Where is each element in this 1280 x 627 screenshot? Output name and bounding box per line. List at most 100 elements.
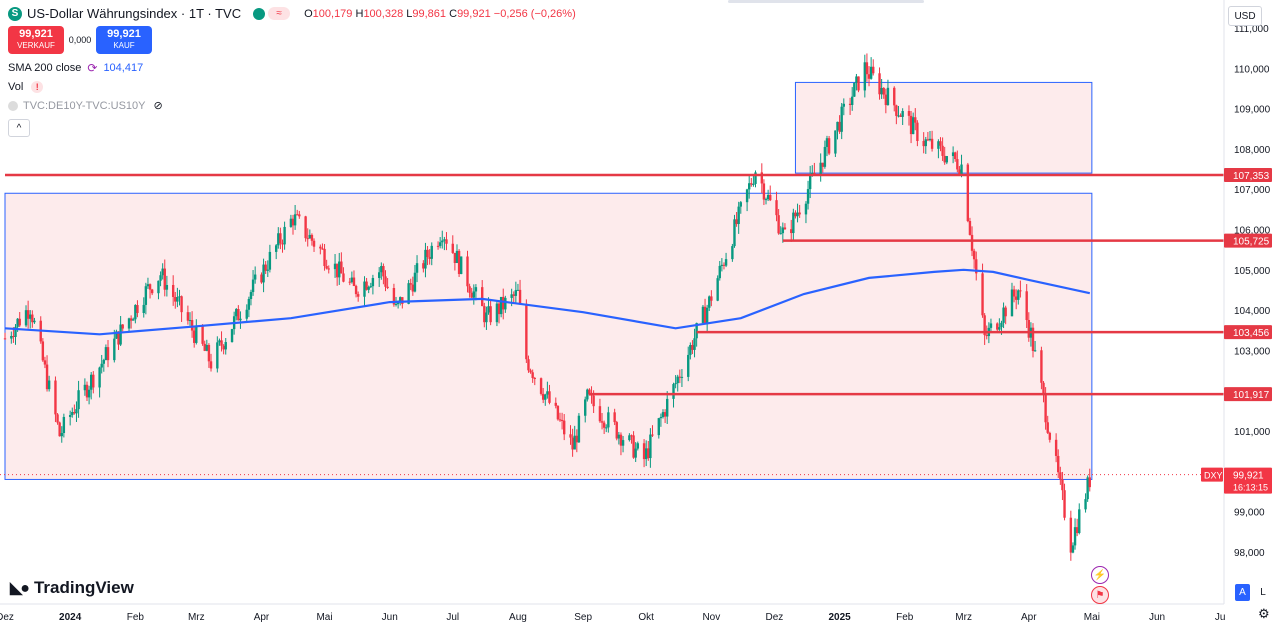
collapse-legend-button[interactable]: ^ bbox=[8, 119, 30, 137]
dividend-event-icon[interactable]: ⚡ bbox=[1091, 566, 1109, 584]
symbol-row[interactable]: S US-Dollar Währungsindex · 1T · TVC ≈ O… bbox=[8, 4, 576, 23]
time-tick-label: Mrz bbox=[955, 612, 972, 623]
eye-hidden-icon[interactable]: ⊘ bbox=[153, 100, 163, 112]
candle-body bbox=[865, 62, 869, 75]
candle-body bbox=[951, 152, 955, 157]
candle-body bbox=[45, 364, 49, 390]
candle-body bbox=[945, 156, 949, 163]
settings-icon[interactable]: ⚙ bbox=[1258, 606, 1270, 621]
candle-body bbox=[283, 226, 286, 245]
candle-body bbox=[487, 306, 490, 313]
candle-body bbox=[468, 286, 471, 293]
auto-scale-button[interactable]: A bbox=[1235, 584, 1250, 601]
candle-body bbox=[352, 277, 356, 286]
candle-body bbox=[514, 290, 518, 296]
candle-body bbox=[617, 434, 621, 439]
candle-body bbox=[769, 194, 772, 201]
candle-body bbox=[209, 361, 213, 369]
candle-body bbox=[663, 412, 667, 417]
candle-body bbox=[1054, 439, 1058, 456]
us-economic-event-icon[interactable]: ⚑ bbox=[1091, 586, 1109, 604]
top-handle[interactable] bbox=[728, 0, 924, 3]
candle-body bbox=[878, 73, 881, 95]
candle-body bbox=[144, 286, 148, 305]
sma-200-line bbox=[4, 268, 1091, 336]
candle-body bbox=[1040, 350, 1043, 383]
compare-symbol[interactable]: TVC:DE10Y-TVC:US10Y ⊘ bbox=[8, 96, 576, 115]
candle-body bbox=[163, 268, 166, 290]
candle-body bbox=[941, 145, 944, 156]
candle-body bbox=[1014, 296, 1018, 300]
candle-body bbox=[71, 412, 74, 416]
time-tick-label: Feb bbox=[896, 612, 914, 623]
candle-body bbox=[262, 264, 265, 283]
candle-body bbox=[41, 341, 45, 361]
candle-body bbox=[1071, 545, 1075, 553]
candle-body bbox=[268, 251, 272, 270]
candle-body bbox=[342, 273, 345, 282]
candle-body bbox=[165, 284, 169, 290]
time-tick-label: Jun bbox=[382, 612, 398, 623]
candle-body bbox=[880, 87, 883, 95]
time-tick-label: Ju bbox=[1215, 612, 1226, 623]
candle-body bbox=[159, 275, 162, 281]
candle-body bbox=[972, 250, 976, 260]
candle-body bbox=[750, 183, 753, 185]
candle-body bbox=[426, 249, 429, 258]
candle-body bbox=[575, 435, 579, 443]
candle-body bbox=[113, 338, 116, 361]
candle-body bbox=[62, 416, 66, 434]
candle-body bbox=[365, 281, 368, 290]
candle-body bbox=[216, 342, 219, 369]
candle-body bbox=[100, 363, 103, 368]
candle-body bbox=[253, 274, 257, 280]
candle-body bbox=[766, 194, 770, 200]
log-scale-button[interactable]: L bbox=[1260, 587, 1266, 598]
price-tick-label: 104,000 bbox=[1234, 306, 1271, 317]
candle-body bbox=[136, 305, 139, 314]
volume-indicator[interactable]: Vol ! bbox=[8, 77, 576, 96]
candle-body bbox=[573, 435, 576, 450]
time-tick-label: Dez bbox=[766, 612, 784, 623]
price-tick-label: 105,000 bbox=[1234, 266, 1271, 277]
candle-body bbox=[12, 335, 15, 337]
candle-body bbox=[89, 374, 93, 390]
candle-body bbox=[605, 427, 608, 429]
candle-body bbox=[369, 286, 372, 288]
candle-body bbox=[1048, 432, 1052, 440]
candle-body bbox=[680, 376, 684, 378]
candle-body bbox=[760, 172, 764, 184]
candle-body bbox=[943, 155, 946, 163]
candle-body bbox=[911, 117, 915, 135]
candle-body bbox=[926, 139, 930, 141]
currency-button[interactable]: USD bbox=[1228, 6, 1262, 26]
candle-body bbox=[779, 233, 782, 235]
candle-body bbox=[777, 215, 780, 234]
sell-button[interactable]: 99,921 VERKAUF bbox=[8, 26, 64, 54]
candle-body bbox=[691, 345, 694, 350]
candle-body bbox=[823, 146, 827, 167]
range-zone[interactable] bbox=[4, 192, 1093, 480]
candle-body bbox=[1002, 307, 1005, 323]
sma-indicator[interactable]: SMA 200 close ⟳ 104,417 bbox=[8, 60, 144, 75]
candle-body bbox=[1061, 479, 1064, 491]
candle-body bbox=[541, 393, 545, 400]
loading-icon: ⟳ bbox=[87, 60, 98, 75]
candle-body bbox=[954, 152, 957, 160]
buy-button[interactable]: 99,921 KAUF bbox=[96, 26, 152, 54]
candle-body bbox=[747, 183, 751, 190]
candle-body bbox=[930, 138, 934, 149]
candle-body bbox=[56, 414, 59, 423]
time-axis: Dez 2024 Feb Mrz Apr Mai Jun Jul Aug Sep Okt Nov Dez… bbox=[0, 603, 1226, 623]
candle-body bbox=[356, 294, 360, 297]
chart-title[interactable]: US-Dollar Währungsindex · 1T · TVC bbox=[27, 6, 242, 21]
time-tick-label: Dez bbox=[0, 612, 14, 623]
symbol-icon: S bbox=[8, 6, 22, 21]
candle-body bbox=[731, 246, 734, 260]
candle-body bbox=[970, 234, 974, 251]
candle-body bbox=[474, 287, 478, 292]
candle-body bbox=[10, 335, 13, 339]
candle-body bbox=[195, 325, 198, 343]
candle-body bbox=[1010, 289, 1014, 317]
